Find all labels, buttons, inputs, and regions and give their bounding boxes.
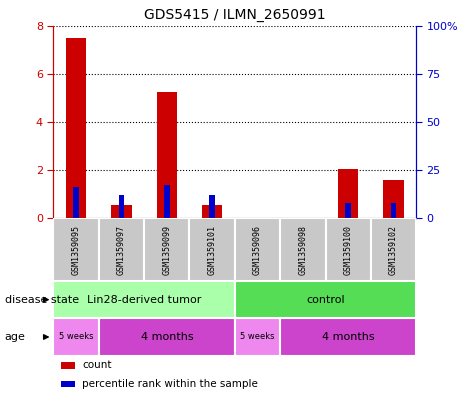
Bar (119, 195, 124, 218)
Bar (61, 362, 75, 369)
Text: age: age (5, 332, 26, 342)
Text: control: control (306, 295, 345, 305)
Bar (209, 195, 215, 218)
Bar (338, 169, 359, 218)
Text: GSM1359098: GSM1359098 (299, 224, 307, 275)
Bar (73, 187, 79, 218)
Bar (280, 318, 416, 356)
Text: disease state: disease state (5, 295, 79, 305)
Bar (371, 218, 416, 281)
Bar (111, 205, 132, 218)
Text: 4 months: 4 months (322, 332, 374, 342)
Bar (61, 381, 75, 387)
Bar (99, 318, 235, 356)
Text: count: count (82, 360, 112, 370)
Text: percentile rank within the sample: percentile rank within the sample (82, 379, 259, 389)
Bar (345, 203, 351, 218)
Bar (235, 218, 280, 281)
Bar (280, 218, 326, 281)
Text: GSM1359101: GSM1359101 (208, 224, 217, 275)
Bar (383, 180, 404, 218)
Bar (53, 318, 99, 356)
Text: GSM1359099: GSM1359099 (162, 224, 171, 275)
Bar (235, 318, 280, 356)
Text: GSM1359100: GSM1359100 (344, 224, 352, 275)
Text: 5 weeks: 5 weeks (59, 332, 93, 342)
Bar (391, 203, 396, 218)
Bar (53, 281, 235, 318)
Text: 5 weeks: 5 weeks (240, 332, 275, 342)
Text: GSM1359095: GSM1359095 (72, 224, 80, 275)
Bar (189, 218, 235, 281)
Text: GSM1359096: GSM1359096 (253, 224, 262, 275)
Bar (99, 218, 144, 281)
Title: GDS5415 / ILMN_2650991: GDS5415 / ILMN_2650991 (144, 8, 326, 22)
Bar (157, 92, 177, 218)
Text: GSM1359102: GSM1359102 (389, 224, 398, 275)
Text: GSM1359097: GSM1359097 (117, 224, 126, 275)
Bar (66, 38, 86, 218)
Text: 4 months: 4 months (140, 332, 193, 342)
Bar (144, 218, 190, 281)
Bar (326, 218, 371, 281)
Bar (235, 281, 416, 318)
Bar (164, 185, 170, 218)
Bar (53, 218, 99, 281)
Text: Lin28-derived tumor: Lin28-derived tumor (87, 295, 201, 305)
Bar (202, 205, 222, 218)
